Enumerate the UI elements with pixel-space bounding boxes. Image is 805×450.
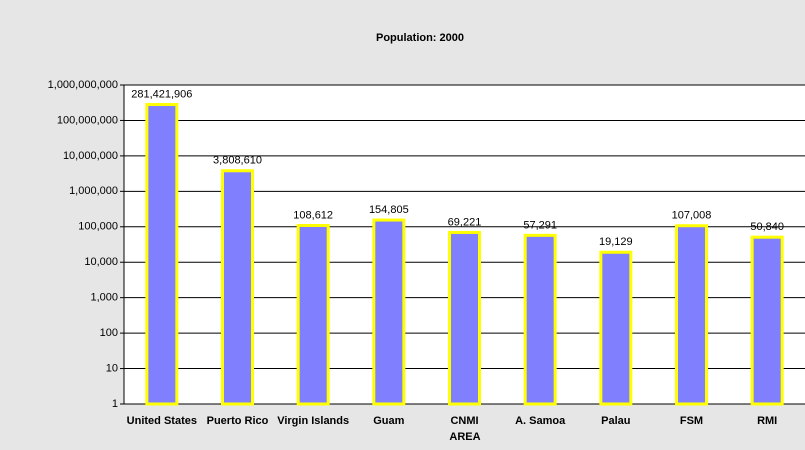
x-axis-label: AREA: [449, 431, 480, 443]
bar: [750, 235, 784, 406]
value-label: 281,421,906: [131, 88, 192, 100]
value-label: 69,221: [448, 216, 482, 228]
y-tick-label: 100: [100, 327, 118, 339]
y-tick-label: 1,000,000: [69, 185, 118, 197]
y-tick-label: 10,000,000: [63, 150, 118, 162]
y-tick-label: 10: [106, 362, 118, 374]
value-label: 107,008: [672, 210, 712, 222]
value-label: 108,612: [293, 209, 333, 221]
y-tick-label: 100,000,000: [57, 114, 118, 126]
x-tick-label: RMI: [757, 415, 777, 427]
value-label: 57,291: [523, 219, 557, 231]
value-label: 3,808,610: [213, 155, 262, 167]
x-tick-label: A. Samoa: [515, 415, 566, 427]
bar: [448, 230, 481, 406]
x-tick-label: Virgin Islands: [277, 415, 349, 427]
bar: [675, 224, 708, 406]
value-label: 154,805: [369, 204, 409, 216]
x-tick-label: CNMI: [450, 415, 478, 427]
value-label: 50,840: [750, 221, 784, 233]
bar: [221, 169, 254, 406]
bar: [296, 224, 330, 406]
bar: [145, 103, 179, 406]
x-tick-label: Guam: [373, 415, 404, 427]
y-tick-label: 100,000: [78, 221, 118, 233]
chart-title: Population: 2000: [376, 32, 464, 44]
y-tick-label: 1,000,000,000: [48, 79, 118, 91]
y-tick-label: 1: [112, 398, 118, 410]
bar: [599, 250, 633, 406]
bar: [372, 218, 406, 406]
y-tick-label: 10,000: [84, 256, 118, 268]
y-tick-label: 1,000: [90, 292, 118, 304]
x-tick-label: United States: [127, 415, 197, 427]
bar: [523, 233, 557, 406]
value-label: 19,129: [599, 236, 633, 248]
x-tick-label: Puerto Rico: [207, 415, 269, 427]
x-tick-label: Palau: [601, 415, 630, 427]
x-tick-label: FSM: [680, 415, 703, 427]
